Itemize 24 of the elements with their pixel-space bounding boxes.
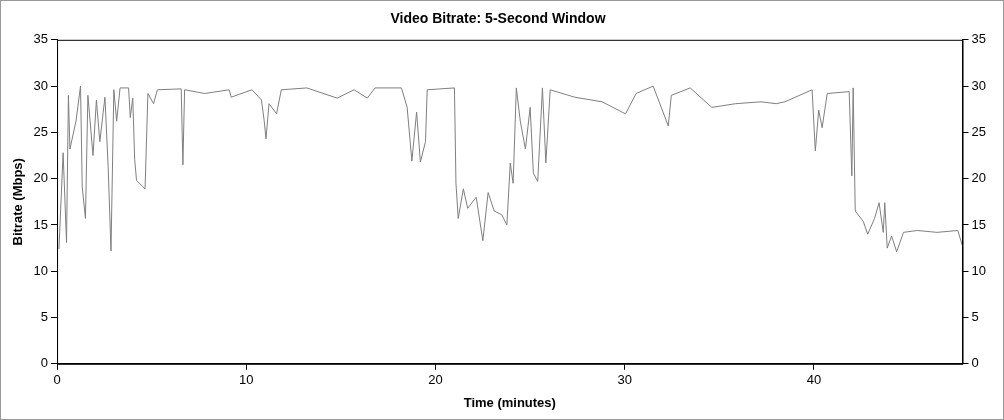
y2-tick-label: 35 [971,31,987,47]
y2-tick-label: 5 [971,309,979,325]
y-tick-label: 10 [33,262,49,278]
y-tick-label: 20 [33,170,49,186]
x-tick-label: 30 [617,372,632,388]
y-axis-title: Bitrate (Mbps) [10,158,26,246]
y2-tick-label: 20 [971,170,987,186]
y2-tick-label: 15 [971,216,987,232]
x-tick-label: 40 [806,372,822,388]
x-tick-label: 10 [239,372,254,388]
y-tick-label: 30 [33,77,49,93]
y-tick-label: 0 [40,355,49,371]
y2-tick-label: 25 [971,123,987,139]
y-tick-label: 15 [33,216,49,232]
y2-tick-label: 0 [971,355,979,371]
y2-tick-label: 30 [971,77,987,93]
x-tick-label: 0 [53,372,61,388]
y-tick-label: 35 [33,31,49,47]
y-tick-label: 25 [33,123,49,139]
x-tick-label: 20 [428,372,443,388]
y2-tick-label: 10 [971,262,987,278]
y-tick-label: 5 [40,309,49,325]
chart-title: Video Bitrate: 5-Second Window [390,10,606,27]
x-axis-title: Time (minutes) [463,394,556,410]
